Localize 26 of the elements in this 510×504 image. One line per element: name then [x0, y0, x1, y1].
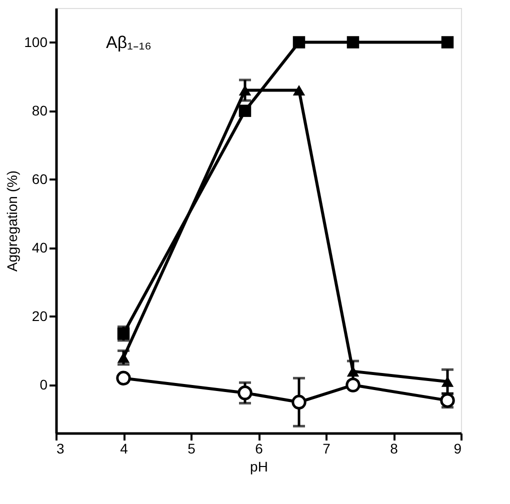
- x-tick-label: 8: [390, 440, 398, 456]
- x-tick-label: 6: [255, 440, 264, 456]
- y-tick-label: 80: [32, 102, 48, 118]
- y-tick-label: 60: [32, 170, 48, 187]
- x-tick-label: 3: [56, 440, 64, 456]
- x-tick-label: 7: [322, 440, 331, 456]
- point: [238, 104, 252, 117]
- point: [441, 36, 454, 48]
- point: [116, 370, 131, 386]
- annotation: Aβ₁₋₁₆: [106, 33, 152, 52]
- point: [292, 394, 306, 410]
- point: [346, 36, 360, 48]
- y-tick-label: 20: [32, 308, 48, 324]
- point: [346, 366, 360, 377]
- point: [346, 378, 360, 392]
- point: [292, 36, 306, 48]
- y-axis-title: Aggregation (%): [4, 170, 20, 272]
- y-tick-label: 40: [32, 239, 48, 256]
- y-tick-label: 0: [40, 376, 48, 393]
- x-axis-title: pH: [250, 458, 268, 474]
- y-tick-label: 100: [24, 34, 48, 50]
- x-tick-label: 5: [188, 440, 196, 456]
- point: [292, 84, 306, 96]
- point: [238, 386, 252, 400]
- x-tick-label: 9: [454, 440, 462, 456]
- x-tick-label: 4: [120, 440, 128, 456]
